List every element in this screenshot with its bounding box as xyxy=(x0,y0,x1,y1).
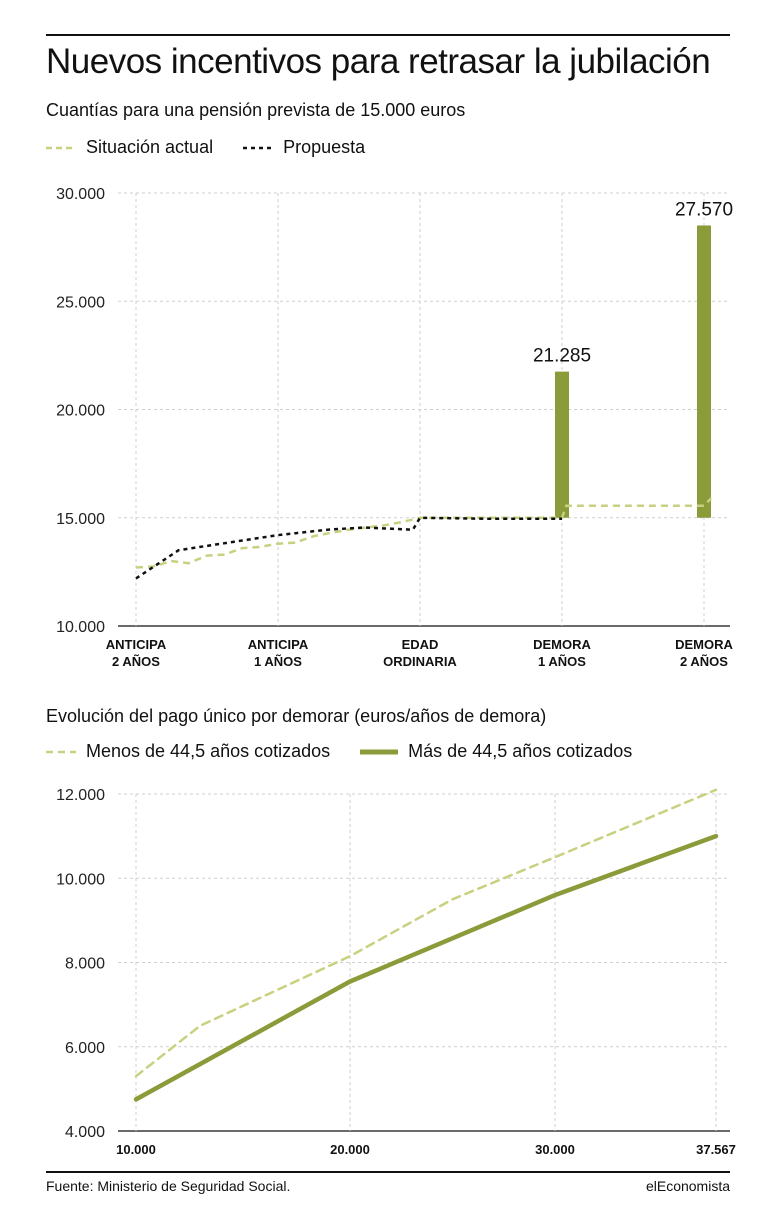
dotted-line-swatch xyxy=(243,146,274,149)
series-line-propuesta xyxy=(135,516,562,580)
y-tick-label: 8.000 xyxy=(65,956,105,973)
bar xyxy=(555,371,569,518)
bar xyxy=(697,225,711,518)
chart-2-legend: Menos de 44,5 años cotizados Más de 44,5… xyxy=(46,741,662,762)
x-category-label: 1 AÑOS xyxy=(538,654,586,669)
legend-item-mas: Más de 44,5 años cotizados xyxy=(360,741,632,762)
brand-logo: elEconomista xyxy=(645,1178,730,1194)
x-category-label: DEMORA xyxy=(675,637,733,652)
legend-label: Propuesta xyxy=(283,137,366,157)
delay-payment-chart: 4.000 6.000 8.000 10.000 12.000 10.000 20.000 3… xyxy=(56,787,736,1157)
series-line-menos xyxy=(134,788,718,1078)
legend-item-situacion-actual: Situación actual xyxy=(46,137,213,158)
x-category-label: ORDINARIA xyxy=(383,654,457,669)
x-category-label: ANTICIPA xyxy=(106,637,167,652)
page-title: Nuevos incentivos para retrasar la jubil… xyxy=(46,42,711,81)
bar-data-label: 21.285 xyxy=(533,346,591,367)
top-rule xyxy=(46,34,730,36)
legend-label: Situación actual xyxy=(86,137,214,157)
y-tick-label: 12.000 xyxy=(56,787,105,804)
bottom-rule xyxy=(46,1171,730,1173)
y-tick-label: 20.000 xyxy=(56,403,105,420)
x-tick-label: 30.000 xyxy=(535,1142,575,1157)
solid-line-swatch xyxy=(360,749,399,754)
legend-item-menos: Menos de 44,5 años cotizados xyxy=(46,741,330,762)
bar-data-label: 27.570 xyxy=(675,199,733,220)
x-category-label: 1 AÑOS xyxy=(254,654,302,669)
legend-label: Más de 44,5 años cotizados xyxy=(408,741,633,761)
y-tick-label: 10.000 xyxy=(56,619,105,636)
y-tick-label: 4.000 xyxy=(65,1124,105,1141)
y-tick-label: 6.000 xyxy=(65,1040,105,1057)
x-tick-label: 10.000 xyxy=(116,1142,156,1157)
chart-2-title: Evolución del pago único por demorar (eu… xyxy=(46,706,547,726)
dashed-line-swatch xyxy=(46,146,76,149)
source-note: Fuente: Ministerio de Seguridad Social. xyxy=(46,1178,291,1194)
y-tick-label: 30.000 xyxy=(56,186,105,203)
x-category-label: DEMORA xyxy=(533,637,591,652)
y-tick-label: 15.000 xyxy=(56,511,105,528)
pension-amounts-chart: 10.000 15.000 20.000 25.000 30.000 ANTICIPA 2 … xyxy=(56,186,733,669)
series-line-mas xyxy=(133,833,719,1102)
x-category-label: EDAD xyxy=(402,637,439,652)
x-category-label: ANTICIPA xyxy=(248,637,309,652)
x-tick-label: 37.567 xyxy=(696,1142,736,1157)
series-line-situacion-actual xyxy=(135,497,713,569)
x-category-label: 2 AÑOS xyxy=(680,654,728,669)
y-tick-label: 25.000 xyxy=(56,294,105,311)
legend-item-propuesta: Propuesta xyxy=(243,137,365,158)
chart-1-title: Cuantías para una pensión prevista de 15… xyxy=(46,100,466,120)
dashed-line-swatch xyxy=(46,750,76,753)
x-tick-label: 20.000 xyxy=(330,1142,370,1157)
x-category-label: 2 AÑOS xyxy=(112,654,160,669)
legend-label: Menos de 44,5 años cotizados xyxy=(86,741,331,761)
chart-1-legend: Situación actual Propuesta xyxy=(46,137,395,158)
y-tick-label: 10.000 xyxy=(56,871,105,888)
